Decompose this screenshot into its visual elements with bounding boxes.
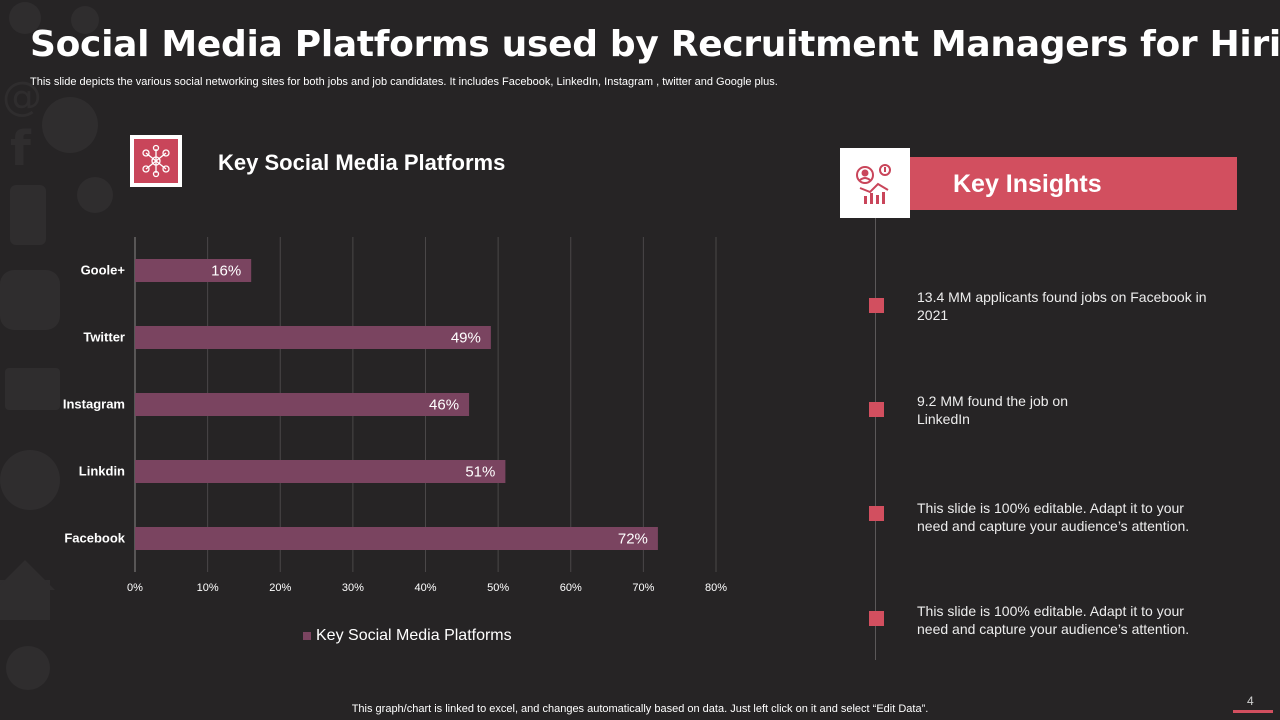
legend-swatch xyxy=(303,632,311,640)
page-number: 4 xyxy=(1247,694,1254,708)
insights-title: Key Insights xyxy=(953,170,1102,198)
bar xyxy=(135,326,491,349)
page-number-underline xyxy=(1233,710,1273,713)
insight-marker xyxy=(869,506,884,521)
data-label: 49% xyxy=(451,330,481,347)
insight-item: 13.4 MM applicants found jobs on Faceboo… xyxy=(917,289,1207,323)
page-title: Social Media Platforms used by Recruitme… xyxy=(30,24,1280,65)
insights-timeline xyxy=(875,218,876,660)
insight-item: This slide is 100% editable. Adapt it to… xyxy=(917,603,1190,637)
x-tick-label: 60% xyxy=(560,582,582,594)
data-label: 51% xyxy=(465,464,495,481)
background-social-icons: @ f xyxy=(0,2,113,690)
bar xyxy=(135,527,658,550)
chart-heading: Key Social Media Platforms xyxy=(218,150,506,175)
bar xyxy=(135,393,470,416)
page-subtitle: This slide depicts the various social ne… xyxy=(30,76,778,88)
svg-text:@: @ xyxy=(2,74,42,120)
network-people-icon xyxy=(142,144,170,178)
insights-icon-frame xyxy=(840,148,910,218)
data-label: 72% xyxy=(618,531,648,548)
category-label: Linkdin xyxy=(79,464,125,479)
insight-marker xyxy=(869,298,884,313)
category-label: Instagram xyxy=(63,397,125,412)
bar-chart: 0% 10% 20% 30% 40% 50% 60% 70% 80% Goole+ 16% Twitt… xyxy=(63,237,727,594)
x-tick-label: 40% xyxy=(414,582,436,594)
insight-item: 9.2 MM found the job on LinkedIn xyxy=(917,393,1068,427)
data-label: 16% xyxy=(211,263,241,280)
x-tick-label: 30% xyxy=(342,582,364,594)
category-label: Twitter xyxy=(83,330,125,345)
chart-legend: Key Social Media Platforms xyxy=(303,627,512,645)
category-label: Facebook xyxy=(64,531,125,546)
insight-marker xyxy=(869,611,884,626)
x-tick-label: 10% xyxy=(197,582,219,594)
insight-item: This slide is 100% editable. Adapt it to… xyxy=(917,500,1190,534)
analytics-person-icon xyxy=(856,164,891,204)
bar xyxy=(135,460,506,483)
x-tick-label: 0% xyxy=(127,582,143,594)
svg-text:f: f xyxy=(10,121,32,177)
x-tick-label: 20% xyxy=(269,582,291,594)
x-tick-label: 80% xyxy=(705,582,727,594)
data-label: 46% xyxy=(429,397,459,414)
x-tick-label: 50% xyxy=(487,582,509,594)
category-label: Goole+ xyxy=(81,263,126,278)
chart-section-icon-frame xyxy=(130,135,182,187)
insight-marker xyxy=(869,402,884,417)
insights-banner: Key Insights xyxy=(910,157,1237,210)
bar xyxy=(135,259,252,282)
x-tick-label: 70% xyxy=(632,582,654,594)
legend-label: Key Social Media Platforms xyxy=(316,627,512,644)
footer-note: This graph/chart is linked to excel, and… xyxy=(351,703,929,715)
